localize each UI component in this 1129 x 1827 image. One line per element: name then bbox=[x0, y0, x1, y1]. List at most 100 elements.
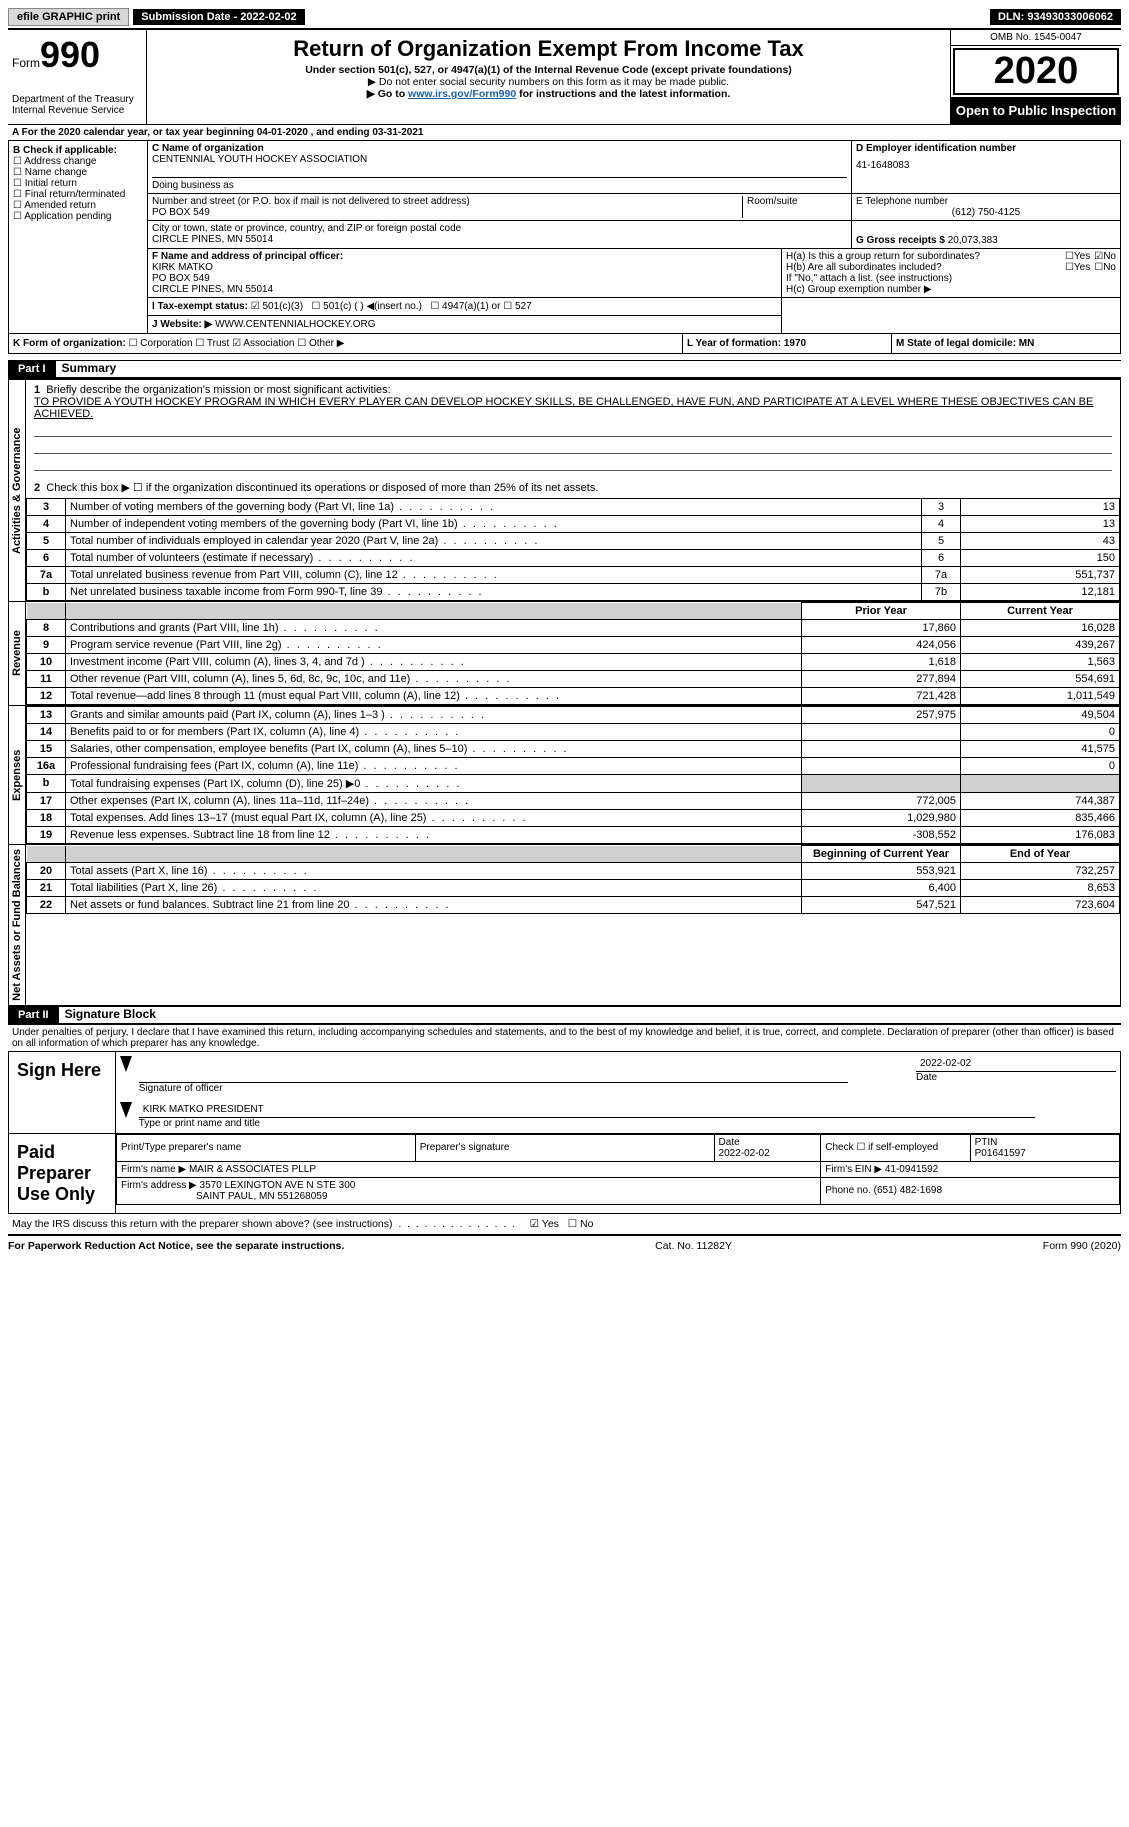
year-formation: L Year of formation: 1970 bbox=[682, 334, 891, 353]
expenses-block: Expenses 13 Grants and similar amounts p… bbox=[8, 706, 1121, 845]
firm-phone: (651) 482-1698 bbox=[874, 1185, 942, 1196]
prior-year-val: 277,894 bbox=[802, 671, 961, 688]
prior-year-val bbox=[802, 758, 961, 775]
cb-corp[interactable]: ☐ Corporation bbox=[129, 338, 193, 349]
city-block: City or town, state or province, country… bbox=[148, 221, 852, 248]
prior-year-val: 424,056 bbox=[802, 637, 961, 654]
sig-of-officer-label: Signature of officer bbox=[139, 1083, 848, 1094]
h-b-yes[interactable]: ☐Yes bbox=[1065, 262, 1090, 273]
col-header: Current Year bbox=[961, 603, 1120, 620]
line-num: 6 bbox=[27, 550, 66, 567]
org-name: CENTENNIAL YOUTH HOCKEY ASSOCIATION bbox=[152, 154, 847, 165]
line-label: Net unrelated business taxable income fr… bbox=[66, 584, 922, 601]
line-box: 4 bbox=[922, 516, 961, 533]
line-label: Net assets or fund balances. Subtract li… bbox=[66, 897, 802, 914]
line-num: 11 bbox=[27, 671, 66, 688]
cb-application-pending[interactable]: ☐ Application pending bbox=[13, 211, 143, 222]
line-label: Investment income (Part VIII, column (A)… bbox=[66, 654, 802, 671]
prior-year-val: 553,921 bbox=[802, 863, 961, 880]
cb-amended-return[interactable]: ☐ Amended return bbox=[13, 200, 143, 211]
tax-year: 2020 bbox=[953, 48, 1119, 95]
governance-label: Activities & Governance bbox=[9, 380, 26, 601]
line-num: 4 bbox=[27, 516, 66, 533]
line-num: b bbox=[27, 775, 66, 793]
line-value: 12,181 bbox=[961, 584, 1120, 601]
officer-addr2: CIRCLE PINES, MN 55014 bbox=[152, 284, 777, 295]
irs-no[interactable]: ☐ No bbox=[568, 1218, 594, 1230]
cb-final-return[interactable]: ☐ Final return/terminated bbox=[13, 189, 143, 200]
prior-year-val: 1,029,980 bbox=[802, 810, 961, 827]
line-box: 6 bbox=[922, 550, 961, 567]
line-box: 3 bbox=[922, 499, 961, 516]
line-label: Revenue less expenses. Subtract line 18 … bbox=[66, 827, 802, 844]
paid-preparer-block: Paid Preparer Use Only Print/Type prepar… bbox=[8, 1134, 1121, 1214]
irs-link[interactable]: www.irs.gov/Form990 bbox=[408, 88, 516, 100]
netassets-label: Net Assets or Fund Balances bbox=[9, 845, 26, 1005]
expenses-table: 13 Grants and similar amounts paid (Part… bbox=[26, 706, 1120, 844]
line-num: 5 bbox=[27, 533, 66, 550]
current-year-val: 0 bbox=[961, 758, 1120, 775]
return-title: Return of Organization Exempt From Incom… bbox=[151, 36, 946, 62]
cb-name-change[interactable]: ☐ Name change bbox=[13, 167, 143, 178]
subtitle-1: Under section 501(c), 527, or 4947(a)(1)… bbox=[151, 64, 946, 76]
cb-self-employed[interactable]: Check ☐ if self-employed bbox=[821, 1134, 970, 1161]
officer-name: KIRK MATKO bbox=[152, 262, 777, 273]
line-label: Benefits paid to or for members (Part IX… bbox=[66, 724, 802, 741]
line-num: 22 bbox=[27, 897, 66, 914]
line-value: 150 bbox=[961, 550, 1120, 567]
cb-trust[interactable]: ☐ Trust bbox=[195, 338, 229, 349]
prep-date: 2022-02-02 bbox=[719, 1148, 770, 1159]
line-num: 14 bbox=[27, 724, 66, 741]
current-year-val: 1,563 bbox=[961, 654, 1120, 671]
h-a-no[interactable]: ☑No bbox=[1094, 251, 1116, 262]
ein: 41-1648083 bbox=[856, 160, 1116, 171]
line-num: 21 bbox=[27, 880, 66, 897]
telephone: (612) 750-4125 bbox=[856, 207, 1116, 218]
governance-table: 3 Number of voting members of the govern… bbox=[26, 498, 1120, 601]
line-box: 7b bbox=[922, 584, 961, 601]
firm-addr: 3570 LEXINGTON AVE N STE 300 bbox=[200, 1180, 356, 1191]
dept-treasury: Department of the Treasury Internal Reve… bbox=[12, 94, 142, 116]
org-name-block: C Name of organization CENTENNIAL YOUTH … bbox=[148, 141, 852, 193]
current-year-val: 16,028 bbox=[961, 620, 1120, 637]
irs-yes[interactable]: ☑ Yes bbox=[530, 1218, 559, 1230]
h-b-no[interactable]: ☐No bbox=[1094, 262, 1116, 273]
header-title: Return of Organization Exempt From Incom… bbox=[147, 30, 950, 124]
q2-discontinue: 2 Check this box ▶ ☐ if the organization… bbox=[26, 477, 1120, 498]
efile-btn[interactable]: efile GRAPHIC print bbox=[8, 8, 129, 26]
cb-501c3[interactable]: ☑ 501(c)(3) bbox=[251, 301, 303, 312]
line-label: Total expenses. Add lines 13–17 (must eq… bbox=[66, 810, 802, 827]
line-num: 15 bbox=[27, 741, 66, 758]
prior-year-val bbox=[802, 724, 961, 741]
ptin: P01641597 bbox=[975, 1148, 1026, 1159]
topbar: efile GRAPHIC print Submission Date - 20… bbox=[8, 8, 1121, 26]
line-num: 17 bbox=[27, 793, 66, 810]
prior-year-val: 721,428 bbox=[802, 688, 961, 705]
form-990-footer: Form 990 (2020) bbox=[1043, 1240, 1121, 1252]
line-box: 7a bbox=[922, 567, 961, 584]
prior-year-val: 772,005 bbox=[802, 793, 961, 810]
col-h-block: H(a) Is this a group return for subordin… bbox=[782, 249, 1120, 297]
cat-no: Cat. No. 11282Y bbox=[655, 1240, 732, 1252]
cb-address-change[interactable]: ☐ Address change bbox=[13, 156, 143, 167]
current-year-val: 41,575 bbox=[961, 741, 1120, 758]
cb-527[interactable]: ☐ 527 bbox=[503, 301, 531, 312]
h-a-yes[interactable]: ☐Yes bbox=[1065, 251, 1090, 262]
cb-other[interactable]: ☐ Other ▶ bbox=[297, 338, 344, 349]
cb-initial-return[interactable]: ☐ Initial return bbox=[13, 178, 143, 189]
cb-4947a1[interactable]: ☐ 4947(a)(1) or bbox=[430, 301, 500, 312]
cb-501c[interactable]: ☐ 501(c) ( ) ◀(insert no.) bbox=[311, 301, 422, 312]
omb-number: OMB No. 1545-0047 bbox=[951, 30, 1121, 46]
cb-assoc[interactable]: ☑ Association bbox=[232, 338, 294, 349]
prior-year-val: 17,860 bbox=[802, 620, 961, 637]
line-num: 18 bbox=[27, 810, 66, 827]
street-address: PO BOX 549 bbox=[152, 207, 742, 218]
line-label: Total number of volunteers (estimate if … bbox=[66, 550, 922, 567]
line-num: 16a bbox=[27, 758, 66, 775]
line-label: Grants and similar amounts paid (Part IX… bbox=[66, 707, 802, 724]
gross-receipts: 20,073,383 bbox=[948, 235, 998, 246]
open-to-public: Open to Public Inspection bbox=[951, 97, 1121, 124]
current-year-val: 1,011,549 bbox=[961, 688, 1120, 705]
line-num: 13 bbox=[27, 707, 66, 724]
revenue-label: Revenue bbox=[9, 602, 26, 705]
